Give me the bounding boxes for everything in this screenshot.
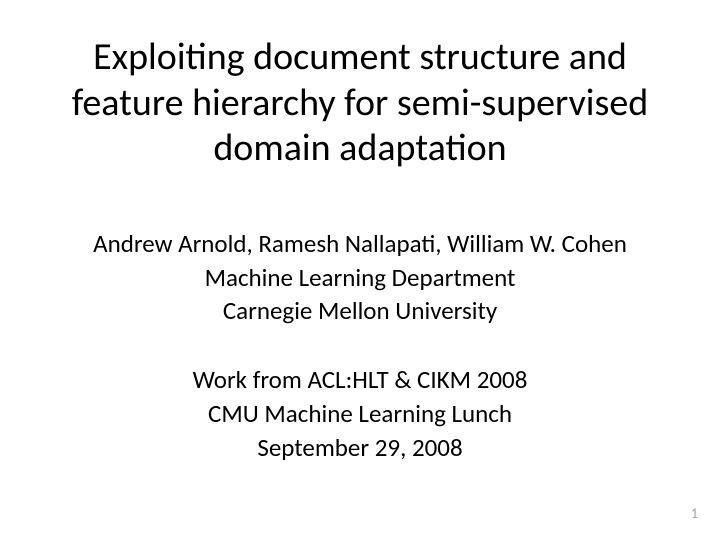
page-number: 1: [691, 505, 698, 522]
authors-block: Andrew Arnold, Ramesh Nallapati, William…: [50, 227, 670, 328]
venue-block: Work from ACL:HLT & CIKM 2008 CMU Machin…: [50, 363, 670, 464]
event-line: CMU Machine Learning Lunch: [50, 397, 670, 431]
department-line: Machine Learning Department: [50, 261, 670, 295]
date-line: September 29, 2008: [50, 431, 670, 465]
slide-title: Exploiting document structure and featur…: [50, 35, 670, 172]
slide-content: Andrew Arnold, Ramesh Nallapati, William…: [50, 227, 670, 465]
presentation-slide: Exploiting document structure and featur…: [0, 0, 720, 540]
university-line: Carnegie Mellon University: [50, 294, 670, 328]
venue-line: Work from ACL:HLT & CIKM 2008: [50, 363, 670, 397]
authors-line: Andrew Arnold, Ramesh Nallapati, William…: [50, 227, 670, 261]
